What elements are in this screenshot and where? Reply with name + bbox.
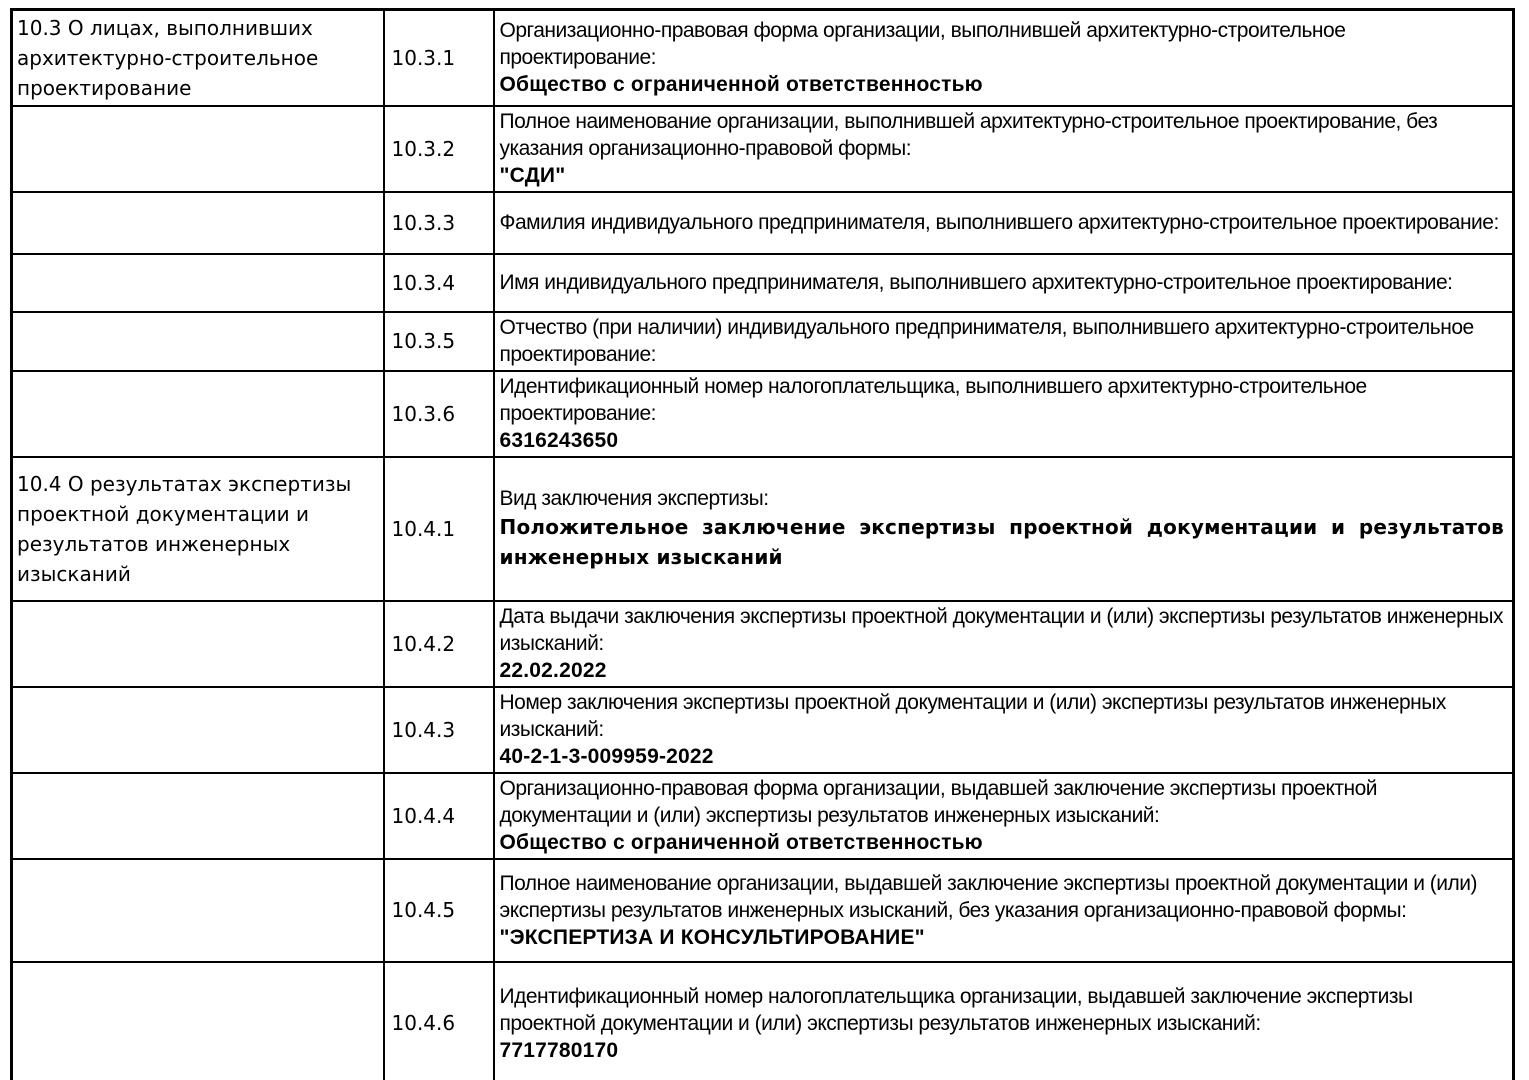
- item-number-cell: 10.3.6: [382, 370, 495, 458]
- table-row: 10.4.2 Дата выдачи заключения экспертизы…: [10, 600, 1515, 688]
- field-label: Вид заключения экспертизы:: [499, 487, 770, 510]
- item-number-cell: 10.4.3: [382, 686, 495, 774]
- item-number-cell: 10.4.4: [382, 772, 495, 860]
- field-value: 7717780170: [499, 1038, 619, 1062]
- table-row: 10.4.5 Полное наименование организации, …: [10, 858, 1515, 963]
- content-cell: Полное наименование организации, выдавше…: [492, 858, 1515, 963]
- content-cell: Фамилия индивидуального предпринимателя,…: [492, 191, 1515, 255]
- field-label: Идентификационный номер налогоплательщик…: [499, 375, 1368, 425]
- empty-section-cell: [10, 105, 385, 193]
- field-value: 6316243650: [499, 429, 619, 452]
- content-cell: Идентификационный номер налогоплательщик…: [492, 370, 1515, 458]
- item-number-cell: 10.3.3: [382, 191, 495, 255]
- item-number: 10.4.3: [391, 717, 456, 742]
- field-value: Положительное заключение экспертизы прое…: [499, 515, 1504, 569]
- table-row: 10.3.3 Фамилия индивидуального предприни…: [10, 191, 1515, 255]
- item-number-cell: 10.4.1: [382, 456, 495, 602]
- item-number-cell: 10.4.5: [382, 858, 495, 963]
- item-number: 10.3.5: [391, 329, 456, 353]
- empty-section-cell: [10, 772, 385, 860]
- empty-section-cell: [10, 961, 385, 1080]
- table-row: 10.3.6 Идентификационный номер налогопла…: [10, 370, 1515, 458]
- item-number: 10.4.1: [391, 516, 456, 541]
- field-label: Организационно-правовая форма организаци…: [499, 777, 1378, 827]
- empty-section-cell: [10, 311, 385, 372]
- item-number-cell: 10.3.1: [382, 8, 495, 107]
- content-cell: Полное наименование организации, выполни…: [492, 105, 1515, 193]
- table-row: 10.4 О результатах экспертизы проектной …: [10, 456, 1515, 602]
- content-cell: Идентификационный номер налогоплательщик…: [492, 961, 1515, 1080]
- table-row: 10.3.5 Отчество (при наличии) индивидуал…: [10, 311, 1515, 372]
- item-number-cell: 10.3.4: [382, 253, 495, 313]
- section-title-cell: 10.3 О лицах, выполнивших архитектурно-с…: [10, 8, 385, 107]
- item-number: 10.4.5: [391, 898, 456, 922]
- content-cell: Отчество (при наличии) индивидуального п…: [492, 311, 1515, 372]
- empty-section-cell: [10, 858, 385, 963]
- project-declaration-table: 10.3 О лицах, выполнивших архитектурно-с…: [10, 8, 1515, 1080]
- field-label: Имя индивидуального предпринимателя, вып…: [499, 271, 1454, 294]
- table-row: 10.4.6 Идентификационный номер налогопла…: [10, 961, 1515, 1080]
- field-value: 22.02.2022: [499, 659, 607, 682]
- field-value: "СДИ": [499, 164, 566, 187]
- field-label: Дата выдачи заключения экспертизы проект…: [499, 605, 1504, 655]
- item-number: 10.3.3: [391, 210, 456, 235]
- item-number-cell: 10.3.5: [382, 311, 495, 372]
- field-label: Организационно-правовая форма организаци…: [499, 19, 1346, 69]
- field-label: Полное наименование организации, выполни…: [499, 110, 1438, 160]
- field-label: Полное наименование организации, выдавше…: [499, 871, 1478, 922]
- item-number: 10.3.1: [391, 45, 456, 70]
- item-number-cell: 10.3.2: [382, 105, 495, 193]
- content-cell: Дата выдачи заключения экспертизы проект…: [492, 600, 1515, 688]
- empty-section-cell: [10, 191, 385, 255]
- item-number: 10.3.2: [391, 136, 456, 161]
- empty-section-cell: [10, 686, 385, 774]
- item-number-cell: 10.4.6: [382, 961, 495, 1080]
- field-value: Общество с ограниченной ответственностью: [499, 73, 983, 96]
- content-cell: Номер заключения экспертизы проектной до…: [492, 686, 1515, 774]
- field-label: Фамилия индивидуального предпринимателя,…: [499, 211, 1500, 234]
- item-number: 10.4.2: [391, 631, 456, 656]
- field-value: Общество с ограниченной ответственностью: [499, 831, 983, 854]
- table-row: 10.4.3 Номер заключения экспертизы проек…: [10, 686, 1515, 774]
- item-number: 10.3.4: [391, 270, 456, 295]
- item-number: 10.4.4: [391, 803, 456, 828]
- field-label: Идентификационный номер налогоплательщик…: [499, 984, 1414, 1035]
- item-number: 10.4.6: [391, 1011, 456, 1036]
- content-cell: Организационно-правовая форма организаци…: [492, 772, 1515, 860]
- field-label: Номер заключения экспертизы проектной до…: [499, 691, 1447, 741]
- field-value: 40-2-1-3-009959-2022: [499, 745, 714, 768]
- table-row: 10.3 О лицах, выполнивших архитектурно-с…: [10, 8, 1515, 107]
- empty-section-cell: [10, 253, 385, 313]
- content-cell: Организационно-правовая форма организаци…: [492, 8, 1515, 107]
- table-row: 10.4.4 Организационно-правовая форма орг…: [10, 772, 1515, 860]
- content-cell: Вид заключения экспертизы: Положительное…: [492, 456, 1515, 602]
- empty-section-cell: [10, 370, 385, 458]
- item-number: 10.3.6: [391, 401, 456, 426]
- content-cell: Имя индивидуального предпринимателя, вып…: [492, 253, 1515, 313]
- empty-section-cell: [10, 600, 385, 688]
- field-value: "ЭКСПЕРТИЗА И КОНСУЛЬТИРОВАНИЕ": [499, 925, 925, 949]
- section-title: 10.3 О лицах, выполнивших архитектурно-с…: [17, 16, 319, 100]
- table-row: 10.3.4 Имя индивидуального предпринимате…: [10, 253, 1515, 313]
- item-number-cell: 10.4.2: [382, 600, 495, 688]
- section-title: 10.4 О результатах экспертизы проектной …: [17, 471, 352, 586]
- table-row: 10.3.2 Полное наименование организации, …: [10, 105, 1515, 193]
- section-title-cell: 10.4 О результатах экспертизы проектной …: [10, 456, 385, 602]
- field-label: Отчество (при наличии) индивидуального п…: [499, 316, 1475, 366]
